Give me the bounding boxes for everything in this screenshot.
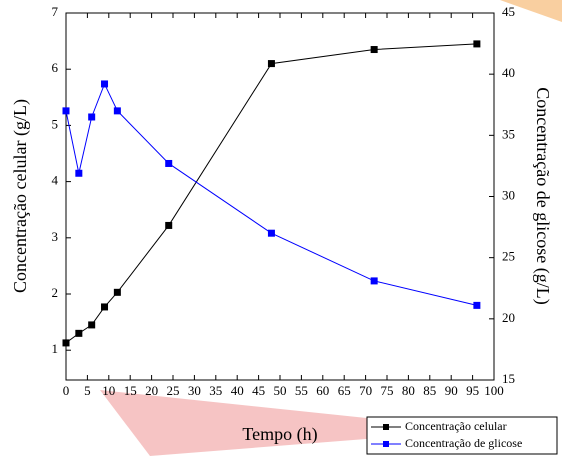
data-point — [101, 303, 109, 311]
y2-tick-label: 40 — [502, 65, 515, 80]
x-tick-label: 20 — [145, 383, 158, 398]
y-tick-label: 7 — [52, 4, 59, 19]
legend-marker — [383, 424, 389, 430]
data-point — [473, 40, 481, 48]
y-tick-label: 6 — [52, 60, 59, 75]
data-point — [473, 301, 481, 309]
legend-label: Concentração celular — [405, 419, 507, 433]
x-tick-label: 25 — [167, 383, 180, 398]
y2-tick-label: 20 — [502, 310, 515, 325]
data-point — [267, 60, 275, 68]
y2-tick-label: 15 — [502, 371, 515, 386]
x-tick-label: 45 — [252, 383, 265, 398]
x-tick-label: 90 — [445, 383, 458, 398]
legend-label: Concentração de glicose — [405, 436, 522, 450]
x-tick-label: 100 — [484, 383, 504, 398]
decoration — [500, 0, 562, 22]
x-tick-label: 80 — [402, 383, 415, 398]
legend-box — [366, 416, 558, 455]
data-point — [370, 46, 378, 54]
y2-tick-label: 25 — [502, 249, 515, 264]
y-tick-label: 2 — [52, 285, 59, 300]
y2-axis-label: Concentração de glicose (g/L) — [532, 87, 553, 304]
series-line — [65, 82, 477, 306]
data-point — [165, 159, 173, 167]
x-tick-label: 70 — [359, 383, 372, 398]
plot-frame — [65, 12, 495, 381]
data-point — [370, 277, 378, 285]
y2-tick-label: 35 — [502, 126, 515, 141]
y-axis-label: Concentração celular (g/L) — [10, 99, 31, 293]
x-tick-label: 75 — [381, 383, 394, 398]
data-point — [62, 339, 70, 347]
decoration — [100, 390, 480, 456]
x-tick-label: 35 — [209, 383, 222, 398]
x-tick-label: 95 — [466, 383, 479, 398]
legend-marker — [383, 441, 389, 447]
y2-tick-label: 45 — [502, 4, 515, 19]
x-tick-label: 55 — [295, 383, 308, 398]
y-tick-label: 5 — [52, 116, 59, 131]
x-tick-label: 60 — [316, 383, 329, 398]
data-point — [101, 80, 109, 88]
data-point — [88, 113, 96, 121]
series-line — [65, 43, 477, 344]
x-tick-label: 5 — [84, 383, 91, 398]
y-tick-label: 4 — [52, 173, 59, 188]
data-point — [165, 221, 173, 229]
y2-tick-label: 30 — [502, 187, 515, 202]
x-tick-label: 40 — [231, 383, 244, 398]
x-tick-label: 0 — [63, 383, 70, 398]
x-tick-label: 85 — [423, 383, 436, 398]
legend: Concentração celular Concentração de glic… — [366, 416, 558, 455]
data-point — [75, 329, 83, 337]
y-tick-label: 3 — [52, 229, 59, 244]
data-point — [113, 288, 121, 296]
x-tick-label: 10 — [102, 383, 115, 398]
x-tick-label: 15 — [124, 383, 137, 398]
data-point — [88, 321, 96, 329]
data-point — [113, 107, 121, 115]
x-axis-label: Tempo (h) — [242, 424, 317, 445]
x-tick-label: 50 — [274, 383, 287, 398]
x-tick-label: 65 — [338, 383, 351, 398]
x-tick-label: 30 — [188, 383, 201, 398]
data-point — [267, 229, 275, 237]
y-tick-label: 1 — [52, 341, 59, 356]
data-point — [62, 107, 70, 115]
data-point — [75, 169, 83, 177]
